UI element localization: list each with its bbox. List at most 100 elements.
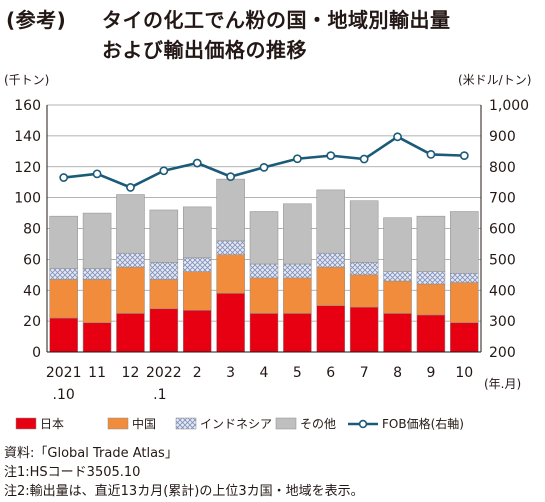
legend-label: 日本 bbox=[40, 417, 64, 431]
fob-point bbox=[192, 158, 202, 168]
x-tick-label: 2 bbox=[193, 365, 202, 381]
y-left-tick-label: 100 bbox=[14, 191, 41, 207]
fob-price-line bbox=[59, 132, 469, 192]
legend-swatch bbox=[175, 417, 197, 430]
stacked-bars bbox=[49, 178, 479, 353]
bar-segment bbox=[450, 322, 479, 353]
bar-segment bbox=[49, 215, 78, 269]
chart-area: 0 20 40 60 80 100 120 140 160 200 300 400 500 600 700 8… bbox=[4, 73, 531, 431]
legend-swatch bbox=[15, 417, 37, 430]
fob-point bbox=[226, 172, 236, 182]
bar-segment bbox=[349, 306, 379, 353]
axes bbox=[46, 105, 482, 353]
bar-segment bbox=[82, 268, 112, 280]
x-tick-label: 12 bbox=[122, 365, 140, 381]
bar-segment bbox=[283, 263, 312, 279]
bar-segment bbox=[49, 268, 78, 280]
bar-segment bbox=[82, 322, 112, 353]
bar-segment bbox=[149, 209, 179, 263]
notes: 資料:「Global Trade Atlas」 注1:HSコード3505.10 … bbox=[4, 444, 364, 501]
fob-point bbox=[126, 183, 135, 192]
bar-segment bbox=[116, 266, 145, 314]
x-tick-label: 11 bbox=[88, 365, 106, 381]
bar-segment bbox=[249, 313, 279, 353]
bar-segment bbox=[383, 217, 412, 272]
bar-segment bbox=[249, 263, 279, 279]
bar-segment bbox=[450, 282, 479, 323]
bar-segment bbox=[283, 277, 312, 314]
bar-segment bbox=[416, 283, 446, 316]
bar-segment bbox=[182, 310, 212, 353]
fob-point bbox=[426, 149, 436, 159]
bar-segment bbox=[383, 280, 412, 314]
title-line-1: タイの化工でん粉の国・地域別輸出量 bbox=[102, 8, 451, 32]
x-tick-label: 7 bbox=[360, 365, 369, 381]
y-left-tick-label: 20 bbox=[23, 314, 41, 330]
legend-swatch bbox=[107, 417, 129, 430]
bar-segment bbox=[383, 313, 412, 353]
fob-point bbox=[159, 166, 169, 176]
title-line-2: および輸出価格の推移 bbox=[102, 38, 307, 62]
fob-point bbox=[393, 132, 402, 142]
bar-segment bbox=[316, 266, 346, 306]
bar-segment bbox=[316, 189, 346, 254]
bar-segment bbox=[249, 277, 279, 314]
bar-segment bbox=[283, 203, 312, 265]
bar-segment bbox=[416, 215, 446, 272]
y-right-tick-label: 1,000 bbox=[489, 98, 529, 114]
legend-line-marker bbox=[358, 419, 368, 429]
bar-segment bbox=[316, 252, 346, 268]
y-right-tick-label: 800 bbox=[489, 160, 516, 176]
y-right-tick-label: 400 bbox=[489, 283, 516, 299]
y-left-unit-label: (千トン) bbox=[4, 73, 49, 87]
bar-segment bbox=[149, 308, 179, 353]
y-left-tick-label: 120 bbox=[14, 160, 41, 176]
bar-segment bbox=[82, 279, 112, 323]
x-tick-label: 6 bbox=[326, 365, 335, 381]
x-tick-label: 8 bbox=[393, 365, 402, 381]
fob-line-path bbox=[63, 135, 465, 189]
y-left-tick-label: 40 bbox=[23, 283, 41, 299]
bar-segment bbox=[316, 305, 346, 353]
bar-segment bbox=[116, 313, 145, 353]
fob-point bbox=[359, 154, 369, 164]
bar-segment bbox=[416, 271, 446, 285]
x-tick-label: 5 bbox=[293, 365, 302, 381]
y-left-tick-label: 80 bbox=[23, 222, 41, 238]
fob-point bbox=[326, 151, 336, 161]
y-right-tick-label: 200 bbox=[489, 345, 516, 361]
x-tick-label: 10 bbox=[455, 365, 473, 381]
x-tick-label: 2021 bbox=[46, 365, 82, 381]
fob-point bbox=[292, 154, 302, 164]
legend-label: インドネシア bbox=[200, 417, 272, 431]
y-left-tick-label: 0 bbox=[32, 345, 41, 361]
bar-segment bbox=[49, 279, 78, 319]
y-right-tick-label: 600 bbox=[489, 222, 516, 238]
title-prefix: (参考) bbox=[6, 8, 67, 32]
note-source: 資料:「Global Trade Atlas」 bbox=[4, 446, 178, 461]
bar-segment bbox=[149, 262, 179, 280]
bar-segment bbox=[82, 212, 112, 269]
legend-label: 中国 bbox=[132, 416, 156, 431]
bar-segment bbox=[216, 178, 245, 242]
y-left-tick-label: 140 bbox=[14, 129, 41, 145]
x-tick-label: 3 bbox=[226, 365, 235, 381]
y-right-tick-label: 500 bbox=[489, 252, 516, 268]
bar-segment bbox=[349, 274, 379, 308]
y-left-tick-label: 160 bbox=[14, 98, 41, 114]
y-right-tick-label: 700 bbox=[489, 191, 516, 207]
legend-swatch bbox=[275, 417, 297, 430]
x-tick-label: 4 bbox=[260, 365, 269, 381]
bar-segment bbox=[383, 271, 412, 282]
y-right-unit-label: (米ドル/トン) bbox=[458, 73, 531, 87]
x-tick-sublabel: .1 bbox=[153, 387, 166, 403]
fob-point bbox=[59, 173, 69, 182]
y-right-tick-label: 900 bbox=[489, 129, 516, 145]
fob-point bbox=[259, 162, 269, 172]
y-right-tick-label: 300 bbox=[489, 314, 516, 330]
x-tick-label: 9 bbox=[426, 365, 435, 381]
axis-labels: 0 20 40 60 80 100 120 140 160 200 300 400 500 600 700 8… bbox=[4, 73, 531, 403]
note-2: 注2:輸出量は、直近13カ月(累計)の上位3カ国・地域を表示。 bbox=[4, 484, 364, 499]
bar-segment bbox=[450, 211, 479, 274]
bar-segment bbox=[182, 206, 212, 259]
